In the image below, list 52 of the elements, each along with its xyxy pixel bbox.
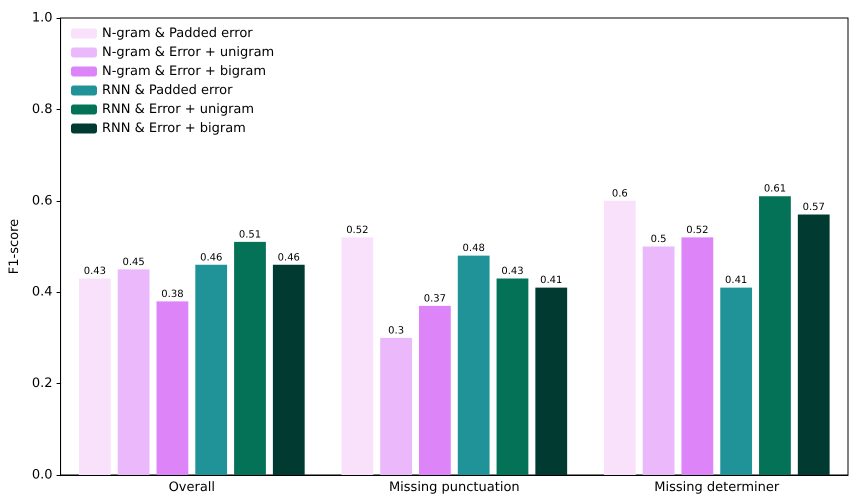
bar (681, 237, 714, 475)
bar (535, 288, 568, 475)
data-label: 0.46 (200, 252, 222, 264)
bar (78, 278, 111, 475)
x-tick-label: Missing determiner (654, 480, 780, 495)
y-tick-label: 0.6 (32, 193, 53, 208)
legend-label: RNN & Error + unigram (102, 102, 254, 117)
legend-label: N-gram & Error + unigram (102, 45, 274, 60)
y-tick-label: 0.4 (32, 284, 53, 300)
data-label: 0.61 (764, 184, 786, 195)
data-label: 0.57 (802, 202, 825, 214)
data-label: 0.48 (462, 243, 485, 254)
bar (380, 338, 412, 475)
data-label: 0.45 (122, 256, 145, 268)
y-tick-label: 0.0 (32, 468, 53, 482)
bar (418, 306, 451, 475)
data-label: 0.6 (612, 188, 628, 200)
bar (642, 246, 674, 475)
bar (458, 256, 490, 475)
data-label: 0.3 (388, 325, 404, 336)
bar (496, 278, 528, 475)
legend-label: N-gram & Error + bigram (102, 64, 266, 79)
data-label: 0.51 (238, 229, 262, 240)
data-label: 0.52 (686, 224, 708, 236)
bar (118, 269, 150, 475)
data-label: 0.41 (540, 275, 562, 286)
bar (272, 264, 305, 475)
bar (759, 196, 791, 475)
legend-label: RNN & Error + bigram (102, 121, 246, 136)
legend-label: N-gram & Padded error (102, 26, 254, 41)
data-label: 0.52 (346, 224, 368, 236)
bar (720, 288, 752, 475)
data-label: 0.46 (278, 252, 300, 264)
data-label: 0.43 (84, 266, 106, 277)
bar (156, 301, 188, 475)
bar (604, 200, 636, 475)
bar (341, 237, 374, 475)
data-label: 0.38 (161, 288, 184, 300)
y-tick-label: 1.0 (32, 10, 53, 26)
y-axis-title: F1-score (7, 218, 22, 274)
x-tick-label: Missing punctuation (388, 480, 520, 495)
y-tick-label: 0.8 (32, 102, 53, 117)
bar (798, 214, 830, 475)
legend-label: RNN & Padded error (102, 83, 234, 98)
bar (234, 242, 266, 475)
data-label: 0.37 (424, 293, 446, 304)
data-label: 0.41 (725, 275, 748, 286)
bar (195, 264, 228, 475)
x-tick-label: Overall (168, 480, 216, 495)
y-tick-label: 0.2 (32, 376, 53, 392)
data-label: 0.5 (650, 234, 667, 245)
data-label: 0.43 (501, 266, 524, 277)
